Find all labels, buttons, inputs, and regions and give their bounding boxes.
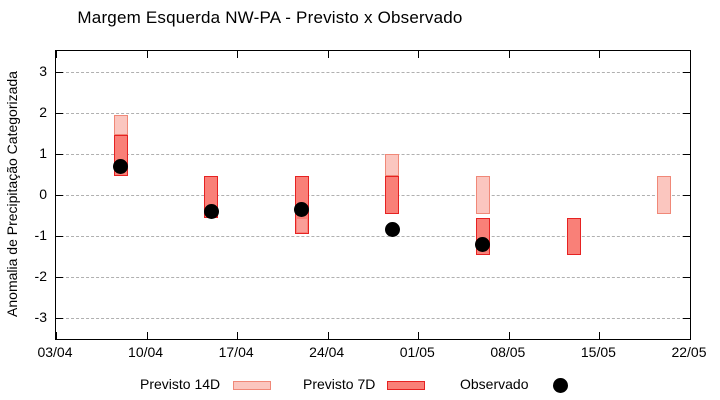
forecast-overlap-shading [296, 218, 307, 233]
observado-dot [203, 203, 219, 219]
previsto-14d-bar [385, 153, 400, 177]
gridline [56, 71, 690, 73]
y-axis-tick [683, 153, 690, 155]
x-axis-tick [56, 51, 57, 58]
chart-title: Margem Esquerda NW-PA - Previsto x Obser… [77, 8, 463, 27]
x-axis-tick [237, 51, 239, 58]
x-tick-label: 15/05 [580, 344, 616, 360]
gridline [56, 153, 690, 155]
x-tick-label: 03/04 [37, 344, 73, 360]
x-axis-tick [690, 332, 691, 339]
gridline [56, 236, 690, 238]
observado-dot [113, 158, 129, 174]
y-axis-tick [683, 318, 690, 320]
previsto-7d-bar [385, 176, 400, 214]
y-axis-tick [56, 318, 63, 320]
x-axis-tick [508, 51, 510, 58]
previsto-14d-bar [657, 176, 672, 214]
gridline [56, 318, 690, 320]
x-axis-tick [237, 332, 239, 339]
y-axis-tick [56, 112, 63, 114]
x-axis-tick [599, 332, 601, 339]
observado-dot [475, 236, 491, 252]
previsto-7d-swatch [387, 381, 425, 390]
y-axis-tick [683, 277, 690, 279]
legend-label-previsto-7d: Previsto 7D [303, 376, 376, 392]
x-tick-label: 22/05 [671, 344, 707, 360]
y-axis-tick [56, 153, 63, 155]
y-axis-tick [56, 195, 63, 196]
x-axis-tick [418, 332, 420, 339]
x-axis-tick [508, 332, 510, 339]
x-tick-label: 01/05 [399, 344, 435, 360]
gridline [56, 195, 690, 196]
y-tick-label: -1 [34, 227, 47, 244]
x-axis-tick [327, 51, 329, 58]
x-tick-label: 17/04 [218, 344, 254, 360]
y-axis-tick [683, 112, 690, 114]
y-axis-tick [683, 71, 690, 73]
y-tick-label: -2 [34, 268, 47, 285]
x-axis-tick [690, 51, 691, 58]
x-axis-tick [146, 332, 148, 339]
x-axis-tick [56, 332, 57, 339]
y-axis-tick [56, 71, 63, 73]
observado-dot [384, 222, 400, 238]
legend-label-previsto-14d: Previsto 14D [140, 376, 221, 392]
y-tick-label: 0 [39, 186, 47, 202]
x-axis-tick [327, 332, 329, 339]
x-axis-tick [418, 51, 420, 58]
y-axis-tick [683, 195, 690, 196]
observado-legend-dot [553, 378, 568, 393]
gridline [56, 277, 690, 279]
observado-dot [294, 201, 310, 217]
y-tick-label: 1 [39, 144, 47, 161]
x-tick-label: 10/04 [128, 344, 164, 360]
y-tick-label: 2 [39, 103, 47, 120]
previsto-14d-bar [475, 176, 490, 214]
legend-label-observado: Observado [460, 376, 529, 392]
x-tick-label: 08/05 [490, 344, 526, 360]
y-tick-label: 3 [39, 62, 47, 79]
plot-area [55, 50, 691, 340]
previsto-14d-bar [113, 114, 128, 136]
x-axis-tick [146, 51, 148, 58]
previsto-7d-bar [566, 217, 581, 255]
gridline [56, 112, 690, 114]
previsto-14d-swatch [233, 381, 271, 390]
x-tick-label: 24/04 [309, 344, 345, 360]
y-tick-label: -3 [34, 309, 47, 326]
y-axis-tick [56, 236, 63, 238]
y-axis-tick [56, 277, 63, 279]
y-axis-tick [683, 236, 690, 238]
x-axis-tick [599, 51, 601, 58]
